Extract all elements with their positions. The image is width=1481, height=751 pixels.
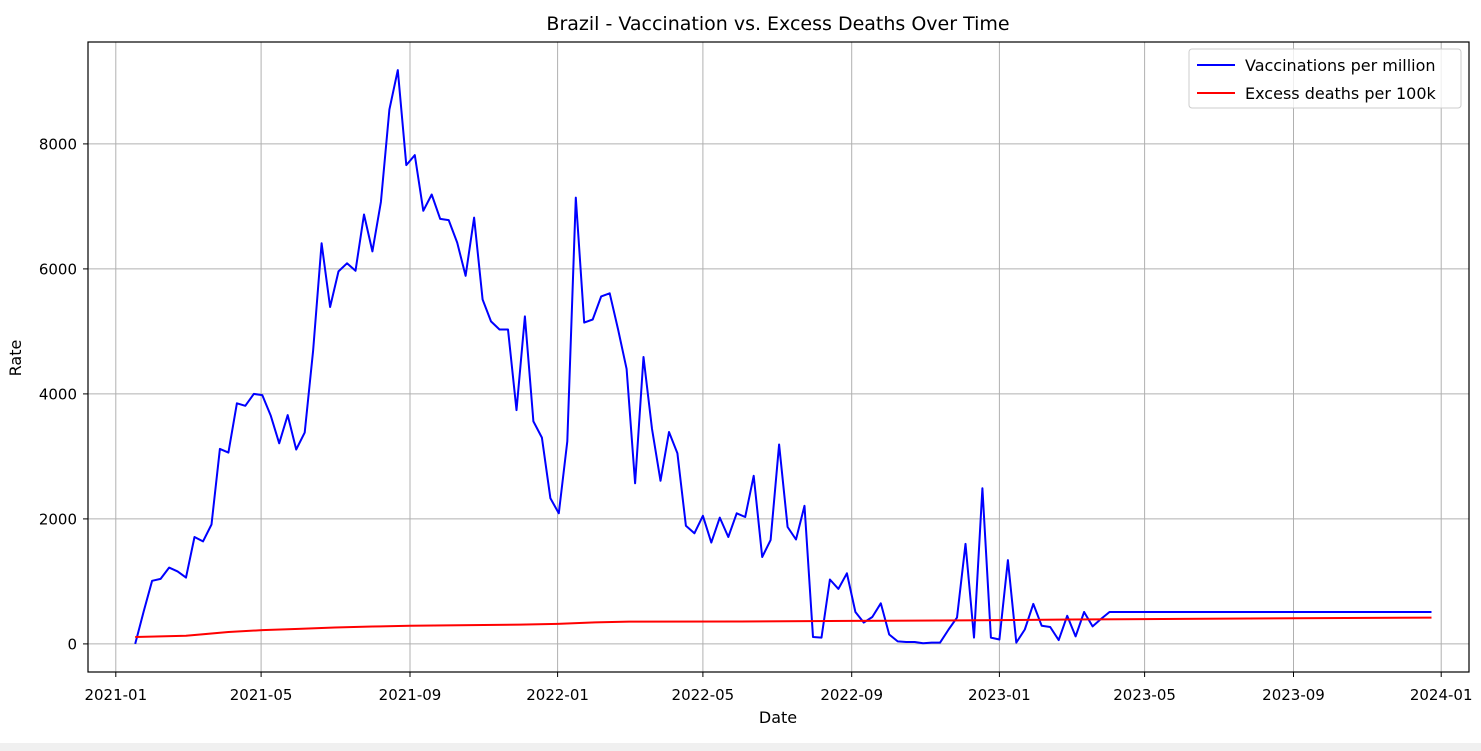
window-bottom-strip [0,743,1481,751]
y-tick-label: 0 [67,635,77,653]
x-tick-label: 2024-01 [1410,686,1473,704]
chart-title: Brazil - Vaccination vs. Excess Deaths O… [546,13,1009,35]
y-tick-label: 4000 [39,385,77,403]
excess-deaths-line [135,616,1432,638]
y-tick-label: 8000 [39,135,77,153]
vaccinations-line [134,69,1432,645]
x-tick-label: 2023-09 [1262,686,1325,704]
x-tick-label: 2023-05 [1113,686,1176,704]
x-axis-label: Date [759,708,797,727]
x-tick-label: 2021-09 [379,686,442,704]
x-tick-label: 2021-01 [84,686,147,704]
legend-label-vaccinations: Vaccinations per million [1245,56,1436,75]
y-tick-label: 2000 [39,510,77,528]
x-tick-label: 2022-09 [820,686,883,704]
y-axis-label: Rate [6,340,25,377]
legend: Vaccinations per million Excess deaths p… [1188,48,1462,109]
x-tick-label: 2021-05 [230,686,293,704]
x-tick-label: 2023-01 [968,686,1031,704]
y-tick-label: 6000 [39,260,77,278]
x-tick-label: 2022-01 [526,686,589,704]
legend-box [1188,48,1462,109]
x-tick-label: 2022-05 [672,686,735,704]
plot-frame [87,41,1470,673]
legend-label-excess-deaths: Excess deaths per 100k [1245,84,1437,103]
